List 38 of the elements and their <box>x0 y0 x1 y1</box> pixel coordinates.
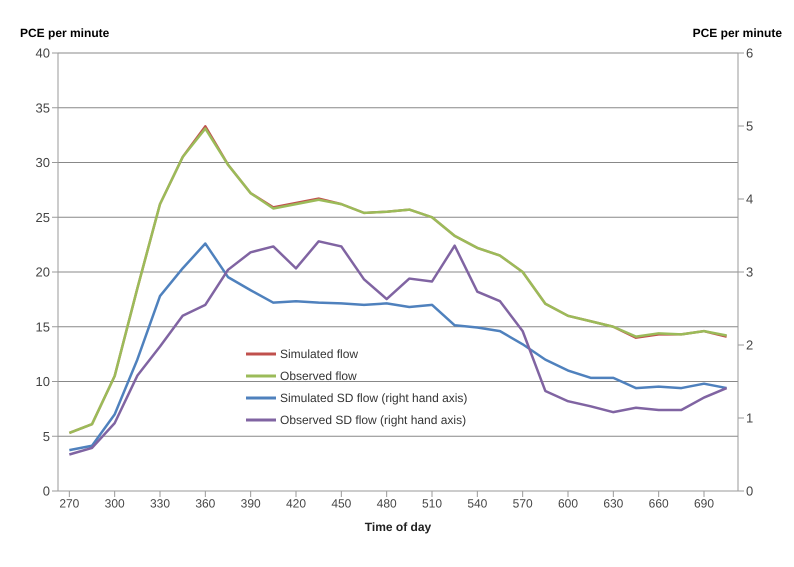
y2-tick-label: 0 <box>746 484 754 499</box>
legend-label: Simulated SD flow (right hand axis) <box>280 391 468 405</box>
x-tick-label: 480 <box>376 496 397 511</box>
y-tick-label: 30 <box>36 155 50 170</box>
x-tick-label: 630 <box>603 496 624 511</box>
y-tick-label: 0 <box>42 484 50 499</box>
y2-tick-label: 1 <box>746 410 754 426</box>
legend-label: Simulated flow <box>280 347 358 361</box>
y-tick-label: 20 <box>36 264 50 280</box>
x-axis-title: Time of day <box>364 520 432 534</box>
y2-tick-label: 3 <box>746 264 754 280</box>
y2-tick-label: 5 <box>746 118 754 134</box>
y2-tick-label: 6 <box>746 46 754 61</box>
x-tick-label: 690 <box>694 496 714 511</box>
x-tick-label: 420 <box>286 496 306 511</box>
x-tick-label: 540 <box>467 496 488 511</box>
y-axis-title: PCE per minute <box>20 26 110 40</box>
y2-tick-label: 4 <box>746 192 754 207</box>
y-tick-label: 25 <box>36 210 50 225</box>
y-tick-label: 40 <box>36 46 50 61</box>
x-tick-label: 390 <box>240 496 261 511</box>
legend-label: Observed flow <box>280 369 357 383</box>
y-tick-label: 15 <box>36 319 50 334</box>
y-tick-label: 5 <box>42 428 50 444</box>
x-tick-label: 570 <box>512 496 533 511</box>
x-tick-label: 450 <box>331 496 352 511</box>
x-tick-label: 330 <box>150 496 170 511</box>
y-tick-label: 10 <box>36 374 50 390</box>
x-tick-label: 360 <box>195 496 216 511</box>
x-tick-label: 600 <box>558 496 578 511</box>
y2-tick-label: 2 <box>746 338 754 353</box>
y-tick-label: 35 <box>36 100 50 116</box>
x-tick-label: 510 <box>422 496 442 511</box>
y2-axis-title: PCE per minute <box>692 26 782 40</box>
x-tick-label: 660 <box>648 496 669 511</box>
x-tick-label: 270 <box>59 496 80 511</box>
legend-label: Observed SD flow (right hand axis) <box>280 413 466 427</box>
x-tick-label: 300 <box>104 496 125 511</box>
